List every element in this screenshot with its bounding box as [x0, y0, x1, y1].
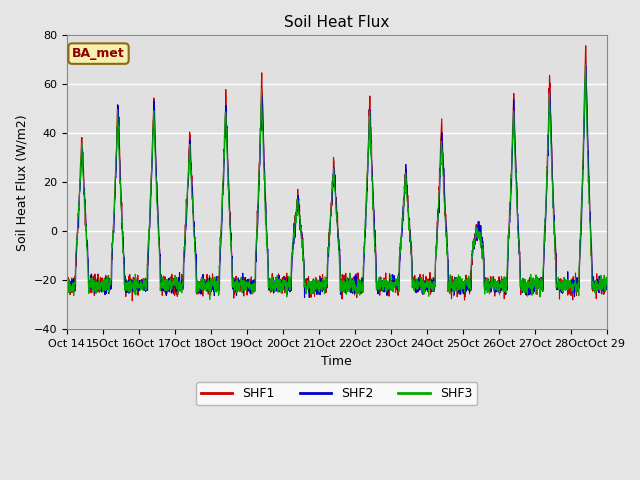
SHF1: [353, 277, 360, 283]
SHF1: [63, 280, 70, 286]
SHF2: [63, 281, 70, 287]
SHF3: [493, 281, 501, 287]
Line: SHF3: SHF3: [67, 65, 607, 300]
SHF1: [214, 276, 221, 282]
SHF3: [63, 284, 70, 290]
SHF3: [364, 159, 372, 165]
SHF2: [493, 286, 501, 291]
SHF1: [570, 285, 578, 291]
SHF2: [555, 285, 563, 290]
SHF2: [301, 295, 308, 300]
SHF3: [570, 283, 578, 288]
Line: SHF2: SHF2: [67, 66, 607, 298]
Title: Soil Heat Flux: Soil Heat Flux: [284, 15, 389, 30]
SHF2: [213, 285, 221, 291]
Text: BA_met: BA_met: [72, 47, 125, 60]
SHF2: [570, 284, 578, 290]
Legend: SHF1, SHF2, SHF3: SHF1, SHF2, SHF3: [196, 383, 477, 406]
SHF3: [206, 297, 214, 302]
Y-axis label: Soil Heat Flux (W/m2): Soil Heat Flux (W/m2): [15, 114, 28, 251]
SHF3: [582, 62, 589, 68]
SHF3: [603, 281, 611, 287]
SHF1: [555, 276, 563, 282]
SHF1: [364, 149, 372, 155]
SHF2: [353, 274, 360, 279]
SHF1: [582, 43, 589, 48]
SHF3: [555, 287, 563, 293]
Line: SHF1: SHF1: [67, 46, 607, 301]
SHF1: [603, 279, 611, 285]
SHF1: [493, 280, 501, 286]
SHF3: [353, 285, 360, 290]
X-axis label: Time: Time: [321, 355, 352, 368]
SHF2: [364, 163, 372, 168]
SHF2: [603, 286, 611, 291]
SHF2: [582, 63, 589, 69]
SHF1: [129, 298, 136, 304]
SHF3: [214, 276, 221, 281]
